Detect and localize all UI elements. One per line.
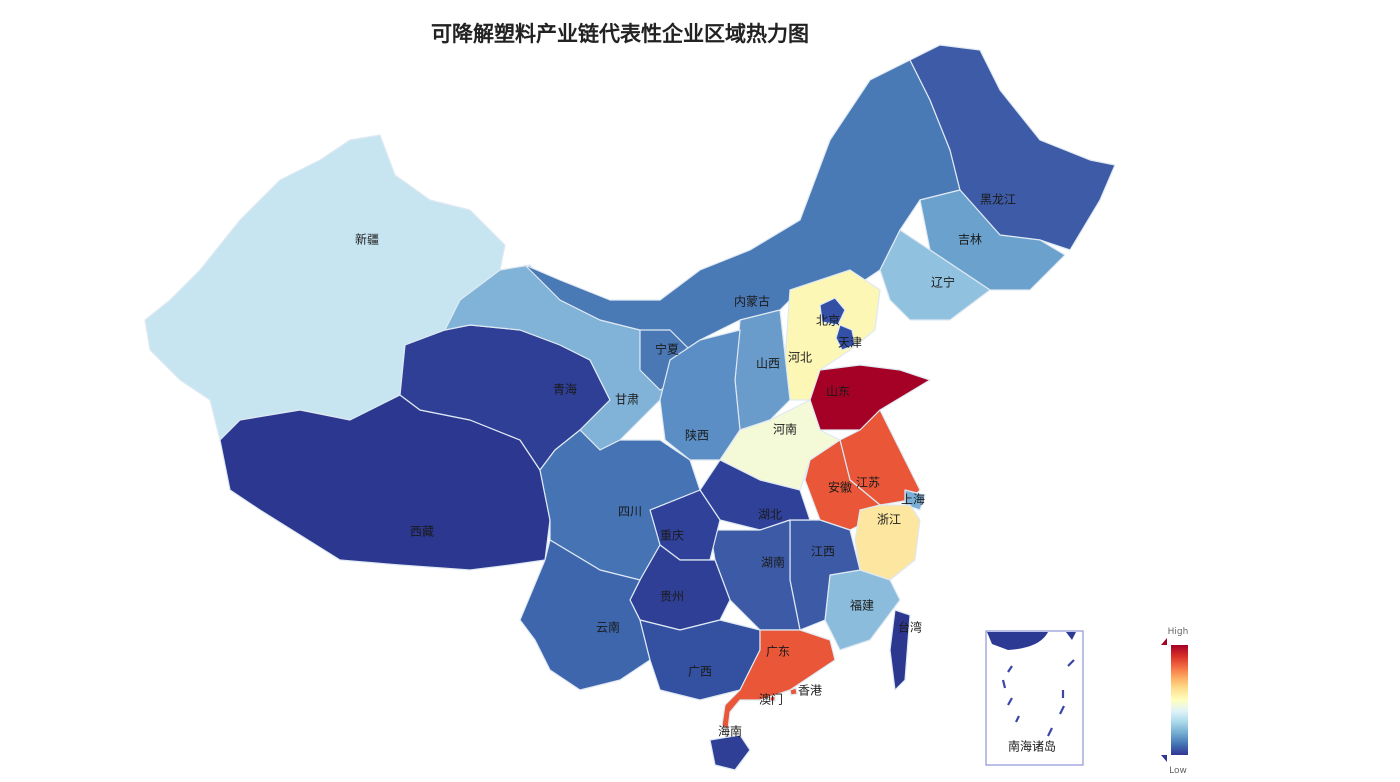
- province-label: 四川: [618, 505, 642, 519]
- province-label: 甘肃: [615, 393, 639, 407]
- province-label: 安徽: [828, 480, 852, 495]
- province-label: 浙江: [877, 513, 901, 527]
- province-label: 河南: [773, 422, 797, 437]
- province-label: 重庆: [660, 529, 684, 543]
- province-label: 广东: [766, 645, 790, 659]
- province-label: 云南: [596, 620, 620, 635]
- province-30[interactable]: [789, 687, 798, 696]
- province-label: 陕西: [685, 428, 709, 443]
- province-label: 湖南: [761, 555, 785, 570]
- province-label: 宁夏: [655, 342, 679, 357]
- legend-high-handle[interactable]: [1161, 638, 1167, 645]
- province-7[interactable]: [879, 229, 991, 321]
- province-label: 台湾: [898, 620, 922, 635]
- legend-low-handle[interactable]: [1161, 755, 1167, 762]
- province-20[interactable]: [824, 569, 901, 651]
- province-31[interactable]: [769, 695, 776, 702]
- province-32[interactable]: [709, 734, 751, 771]
- south-china-sea-inset: 南海诸岛: [985, 630, 1084, 766]
- province-label: 江西: [811, 545, 835, 559]
- legend-high-label: High: [1168, 627, 1189, 637]
- province-4[interactable]: [524, 59, 961, 361]
- province-9[interactable]: [819, 297, 846, 326]
- province-label: 吉林: [958, 233, 982, 247]
- province-label: 山东: [826, 385, 850, 399]
- province-label: 上海: [901, 492, 925, 507]
- province-label: 青海: [553, 382, 577, 397]
- province-label: 湖北: [758, 507, 782, 522]
- province-label: 山西: [756, 357, 780, 371]
- province-label: 北京: [816, 314, 840, 328]
- province-label: 天津: [838, 336, 862, 350]
- province-5[interactable]: [909, 44, 1116, 251]
- province-label: 西藏: [410, 525, 434, 539]
- legend-gradient-bar[interactable]: [1171, 645, 1188, 755]
- province-label: 福建: [850, 598, 874, 613]
- province-label: 黑龙江: [980, 193, 1016, 207]
- province-19[interactable]: [854, 504, 921, 581]
- province-label: 河北: [788, 351, 812, 365]
- province-33[interactable]: [889, 609, 911, 691]
- province-14[interactable]: [809, 364, 931, 431]
- province-label: 辽宁: [931, 275, 955, 290]
- province-label: 江苏: [856, 476, 880, 490]
- province-label: 内蒙古: [734, 294, 770, 309]
- province-22[interactable]: [699, 459, 811, 531]
- province-3[interactable]: [444, 264, 671, 451]
- province-10[interactable]: [835, 324, 856, 351]
- province-label: 贵州: [660, 590, 684, 604]
- province-label: 广西: [688, 665, 712, 679]
- color-legend[interactable]: High Low: [1161, 627, 1188, 776]
- province-label: 海南: [718, 724, 742, 739]
- map-title: 可降解塑料产业链代表性企业区域热力图: [431, 22, 809, 46]
- province-29[interactable]: [721, 629, 836, 731]
- legend-low-label: Low: [1169, 766, 1187, 776]
- province-label: 澳门: [759, 692, 783, 707]
- province-label: 新疆: [355, 232, 379, 247]
- inset-label: 南海诸岛: [1008, 739, 1056, 754]
- province-label: 香港: [798, 684, 822, 698]
